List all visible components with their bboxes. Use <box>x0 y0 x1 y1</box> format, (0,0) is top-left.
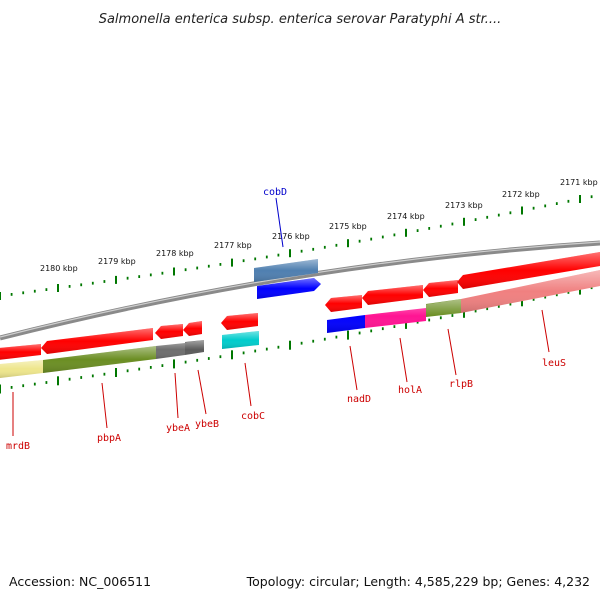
gene-label-mrdB[interactable]: mrdB <box>6 441 30 452</box>
ruler-label: 2174 kbp <box>387 212 425 221</box>
ruler-label: 2172 kbp <box>502 190 540 199</box>
feature-cobD-steelblue-shade <box>254 259 318 282</box>
leader-rlpB <box>447 328 457 376</box>
cds-track <box>0 252 600 360</box>
ruler-label: 2171 kbp <box>560 178 598 187</box>
cds-nadD-shade <box>325 295 362 312</box>
cog-track <box>0 270 600 378</box>
leader-cobD <box>275 197 284 248</box>
cds-ybeB-shade <box>183 321 202 336</box>
cds-leuS-shade <box>457 252 600 289</box>
cds-ybeA-shade <box>155 324 183 339</box>
cog-shading <box>0 270 600 378</box>
leader-pbpA <box>101 382 108 429</box>
gene-label-nadD[interactable]: nadD <box>347 394 371 405</box>
ruler-label: 2173 kbp <box>445 201 483 210</box>
gene-label-ybeB[interactable]: ybeB <box>195 419 219 430</box>
leader-ybeA <box>174 372 179 419</box>
ruler-labels: 2180 kbp 2179 kbp 2178 kbp 2177 kbp 2176… <box>40 178 598 273</box>
gene-label-rlpB[interactable]: rlpB <box>449 379 473 390</box>
leader-leuS <box>541 309 550 353</box>
cds-mrdB-shade <box>0 344 41 360</box>
gene-label-leuS[interactable]: leuS <box>542 358 566 369</box>
cds-rlpB-shade <box>423 280 458 297</box>
gene-label-cobC[interactable]: cobC <box>241 411 265 422</box>
map-title: Salmonella enterica subsp. enterica sero… <box>99 12 502 27</box>
gene-label-pbpA[interactable]: pbpA <box>97 433 121 444</box>
gene-label-ybeA[interactable]: ybeA <box>166 423 190 434</box>
backbone-ring <box>0 240 600 341</box>
ruler-label: 2175 kbp <box>329 222 367 231</box>
ruler-label: 2179 kbp <box>98 257 136 266</box>
gene-labels: mrdB pbpA ybeA ybeB cobC cobD nadD holA … <box>6 187 566 452</box>
leader-ybeB <box>197 369 207 415</box>
ruler-label: 2178 kbp <box>156 249 194 258</box>
gene-label-cobD[interactable]: cobD <box>263 187 287 198</box>
cds-cobC-shade <box>221 313 258 330</box>
ruler-label: 2180 kbp <box>40 264 78 273</box>
genome-stats-text: Topology: circular; Length: 4,585,229 bp… <box>246 574 590 589</box>
leader-holA <box>399 337 408 383</box>
cds-pbpA-shade <box>41 328 153 354</box>
cds-holA-shade <box>362 285 423 305</box>
accession-text: Accession: NC_006511 <box>9 574 151 589</box>
leader-cobC <box>244 362 252 407</box>
cds-cobD-shade <box>257 278 321 299</box>
label-leaders <box>12 197 550 436</box>
ruler-label: 2176 kbp <box>272 232 310 241</box>
cobD-features <box>254 259 321 299</box>
ruler-ticks <box>0 195 593 300</box>
gene-label-holA[interactable]: holA <box>398 385 422 396</box>
leader-nadD <box>349 345 358 391</box>
ruler-label: 2177 kbp <box>214 241 252 250</box>
